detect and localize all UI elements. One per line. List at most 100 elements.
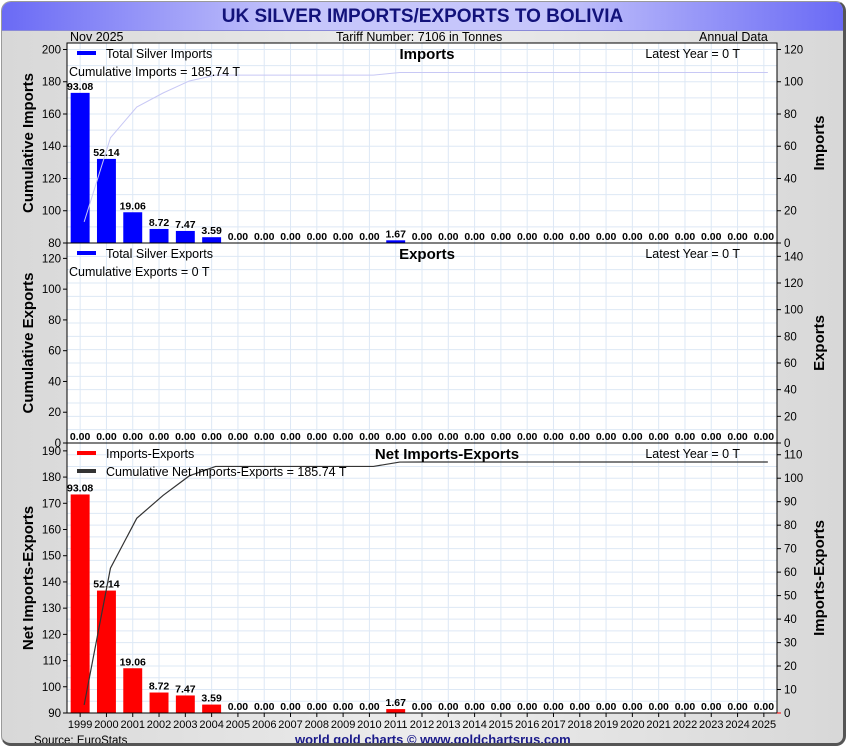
bar-value-label: 0.00 <box>543 701 564 713</box>
legend-swatch <box>77 51 96 55</box>
bar-2003 <box>175 230 195 243</box>
right-axis-tick-label: 90 <box>784 497 797 509</box>
bar-value-label: 0.00 <box>438 231 459 243</box>
bar-value-label: 0.00 <box>254 701 275 713</box>
x-axis-tick-label: 2020 <box>620 719 644 731</box>
bar-2001 <box>123 212 143 243</box>
bar-value-label: 0.00 <box>648 701 669 713</box>
brand-label: world gold charts © www.goldchartsrus.co… <box>295 732 571 746</box>
x-axis-tick-label: 2019 <box>594 719 618 731</box>
cumulative-line <box>83 71 768 223</box>
bar-value-label: 19.06 <box>120 656 146 668</box>
bar-value-label: 1.67 <box>385 228 406 240</box>
bar-value-label: 0.00 <box>175 431 196 443</box>
bar-value-label: 0.00 <box>701 701 722 713</box>
bar-value-label: 0.00 <box>491 701 512 713</box>
bar-value-label: 0.00 <box>123 431 144 443</box>
right-axis-tick-label: 20 <box>784 206 797 218</box>
right-axis-tick-label: 0 <box>784 238 790 250</box>
left-axis-tick-label: 100 <box>42 284 61 296</box>
x-axis-tick-label: 2004 <box>199 719 223 731</box>
left-axis-tick-label: 160 <box>42 525 61 537</box>
frequency-label: Annual Data <box>699 30 768 44</box>
x-axis-tick-label: 2022 <box>673 719 697 731</box>
bar-value-label: 0.00 <box>464 231 485 243</box>
right-axis-tick-label: 30 <box>784 638 797 650</box>
x-axis-tick-label: 2007 <box>278 719 302 731</box>
right-axis-tick-label: 80 <box>784 109 797 121</box>
bar-value-label: 52.14 <box>93 147 119 159</box>
bar-value-label: 0.00 <box>517 231 538 243</box>
bar-value-label: 0.00 <box>727 701 748 713</box>
bar-value-label: 0.00 <box>570 431 591 443</box>
right-axis-tick-label: 100 <box>784 305 803 317</box>
cumulative-annotation: Cumulative Imports = 185.74 T <box>69 65 240 79</box>
left-axis-tick-label: 190 <box>42 446 61 458</box>
bar-value-label: 0.00 <box>280 431 301 443</box>
legend-label: Imports-Exports <box>106 447 194 461</box>
x-axis-tick-label: 2009 <box>331 719 355 731</box>
title-bar: UK SILVER IMPORTS/EXPORTS TO BOLIVIA <box>2 2 843 31</box>
bar-value-label: 0.00 <box>701 231 722 243</box>
bar-value-label: 0.00 <box>359 231 380 243</box>
left-axis-tick-label: 120 <box>42 253 61 265</box>
bar-value-label: 0.00 <box>412 431 433 443</box>
left-axis-tick-label: 0 <box>55 438 61 450</box>
bar-value-label: 0.00 <box>228 231 249 243</box>
bar-value-label: 0.00 <box>543 431 564 443</box>
bar-value-label: 0.00 <box>280 701 301 713</box>
bar-value-label: 0.00 <box>228 701 249 713</box>
left-axis-tick-label: 130 <box>42 603 61 615</box>
right-axis-tick-label: 120 <box>784 278 803 290</box>
left-axis-tick-label: 60 <box>48 346 61 358</box>
right-axis-tick-label: 100 <box>784 473 803 485</box>
left-axis-tick-label: 100 <box>42 206 61 218</box>
bar-value-label: 0.00 <box>727 231 748 243</box>
bar-value-label: 93.08 <box>67 81 93 93</box>
bar-value-label: 0.00 <box>754 701 775 713</box>
bar-value-label: 0.00 <box>254 431 275 443</box>
x-axis-tick-label: 2000 <box>94 719 118 731</box>
x-axis-tick-label: 2025 <box>752 719 776 731</box>
bar-value-label: 93.08 <box>67 482 93 494</box>
left-axis-tick-label: 150 <box>42 551 61 563</box>
bar-value-label: 3.59 <box>201 693 222 705</box>
latest-year-label: Latest Year = 0 T <box>645 247 740 261</box>
bar-value-label: 0.00 <box>333 231 354 243</box>
bar-value-label: 0.00 <box>149 431 170 443</box>
bar-value-label: 0.00 <box>438 431 459 443</box>
bar-value-label: 0.00 <box>622 231 643 243</box>
bar-value-label: 0.00 <box>622 701 643 713</box>
bar-value-label: 0.00 <box>570 701 591 713</box>
left-axis-tick-label: 180 <box>42 472 61 484</box>
cumulative-annotation: Cumulative Exports = 0 T <box>69 265 210 279</box>
bar-value-label: 0.00 <box>228 431 249 443</box>
left-axis-tick-label: 200 <box>42 44 61 56</box>
left-axis-tick-label: 180 <box>42 77 61 89</box>
bar-value-label: 0.00 <box>596 701 617 713</box>
right-axis-tick-label: 60 <box>784 567 797 579</box>
x-axis-tick-label: 2006 <box>252 719 276 731</box>
bar-value-label: 0.00 <box>675 431 696 443</box>
bar-2004 <box>202 704 222 713</box>
bar-2000 <box>96 158 116 243</box>
bar-value-label: 0.00 <box>412 701 433 713</box>
left-axis-tick-label: 90 <box>48 708 61 720</box>
latest-year-label: Latest Year = 0 T <box>645 47 740 61</box>
x-axis-tick-label: 2017 <box>541 719 565 731</box>
right-axis-tick-label: 110 <box>784 450 802 462</box>
right-axis-label: Imports-Exports <box>811 520 828 636</box>
bar-value-label: 0.00 <box>201 431 222 443</box>
bar-value-label: 19.06 <box>120 200 146 212</box>
x-axis-tick-label: 2008 <box>305 719 329 731</box>
right-axis-tick-label: 70 <box>784 544 797 556</box>
right-axis-tick-label: 20 <box>784 661 797 673</box>
latest-year-label: Latest Year = 0 T <box>645 447 740 461</box>
left-axis-tick-label: 160 <box>42 109 61 121</box>
right-axis-tick-label: 20 <box>784 411 797 423</box>
legend-label-cumulative: Cumulative Net Imports-Exports = 185.74 … <box>106 465 347 479</box>
left-axis-tick-label: 100 <box>42 682 61 694</box>
bar-value-label: 7.47 <box>175 683 196 695</box>
bar-2000 <box>96 590 116 713</box>
